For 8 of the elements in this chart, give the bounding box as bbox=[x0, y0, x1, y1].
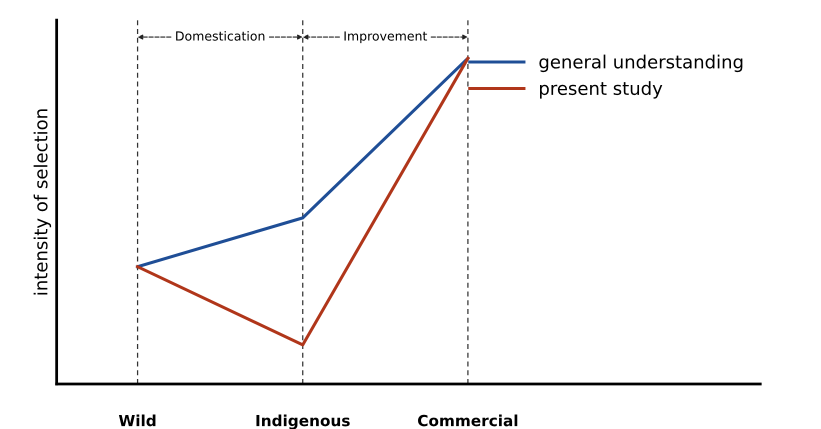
x-tick-label: Commercial bbox=[418, 414, 518, 426]
legend-label: present study bbox=[540, 81, 662, 99]
x-tick-label: Indigenous bbox=[256, 414, 350, 429]
text: Improvement bbox=[344, 31, 428, 44]
x-tick-label: Wild bbox=[118, 414, 156, 426]
y-axis-title: intensity of selection bbox=[34, 109, 52, 295]
text: Domestication bbox=[176, 31, 264, 41]
legend-label: general understanding bbox=[539, 54, 742, 72]
